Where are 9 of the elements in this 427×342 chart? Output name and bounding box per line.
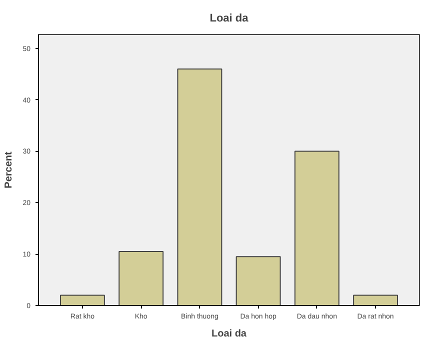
bar [294, 150, 340, 306]
x-axis-title: Loai da [212, 328, 247, 340]
bar [118, 251, 164, 306]
y-axis-title: Percent [4, 150, 15, 188]
bar [353, 294, 398, 306]
bar [236, 256, 281, 306]
chart-title: Loai da [210, 12, 250, 24]
bar [177, 68, 222, 306]
bar [60, 294, 105, 306]
